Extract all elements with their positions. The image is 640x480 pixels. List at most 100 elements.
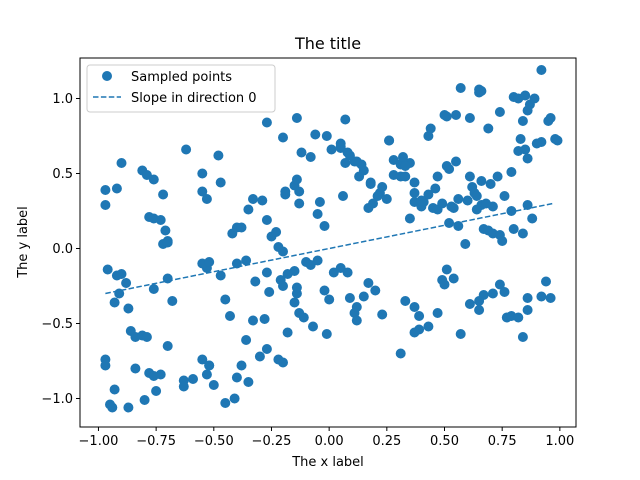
data-point: [116, 158, 127, 168]
data-point: [527, 213, 538, 224]
data-point: [160, 225, 171, 236]
data-point: [261, 117, 272, 128]
data-point: [416, 195, 427, 206]
data-point: [400, 171, 411, 182]
data-point: [437, 198, 448, 209]
data-point: [432, 171, 443, 182]
data-point: [432, 308, 443, 318]
data-point: [123, 303, 134, 314]
data-point: [241, 255, 252, 266]
data-point: [351, 315, 362, 326]
y-tick-label: 0.5: [52, 167, 73, 182]
x-tick-label: −1.00: [79, 434, 119, 449]
data-point: [271, 227, 282, 237]
x-tick-label: 1.00: [545, 434, 574, 449]
data-point: [111, 183, 122, 194]
y-tick-label: −0.5: [41, 317, 73, 332]
data-point: [499, 287, 510, 297]
y-tick-label: 0.0: [52, 242, 73, 257]
data-point: [517, 332, 528, 342]
data-point: [453, 194, 464, 204]
data-point: [517, 116, 528, 126]
data-point: [123, 402, 134, 413]
data-point: [517, 228, 528, 239]
data-point: [107, 402, 118, 413]
data-point: [100, 360, 111, 371]
data-point: [310, 129, 321, 140]
data-point: [338, 191, 348, 201]
data-point: [289, 297, 300, 308]
data-point: [291, 282, 302, 293]
data-point: [494, 279, 505, 290]
data-point: [201, 194, 212, 204]
data-point: [508, 224, 519, 234]
data-point: [243, 204, 254, 215]
data-point: [204, 257, 215, 267]
x-axis-label: The x label: [291, 455, 364, 470]
data-point: [474, 296, 485, 306]
data-point: [344, 293, 355, 303]
data-point: [259, 314, 270, 324]
data-point: [197, 186, 208, 197]
data-point: [351, 302, 362, 312]
data-point: [414, 311, 425, 321]
data-point: [162, 237, 173, 248]
data-point: [531, 138, 542, 149]
data-point: [298, 312, 309, 323]
data-point: [264, 287, 275, 297]
data-point: [282, 327, 293, 338]
data-point: [141, 332, 152, 342]
data-point: [522, 105, 533, 116]
data-point: [344, 150, 355, 161]
data-point: [121, 278, 132, 288]
data-point: [319, 285, 330, 296]
x-tick-label: 0.50: [430, 434, 459, 449]
data-point: [312, 255, 323, 266]
data-point: [321, 329, 332, 339]
data-point: [400, 296, 411, 306]
data-point: [550, 134, 561, 144]
data-point: [100, 200, 111, 210]
data-point: [455, 83, 466, 93]
data-point: [499, 191, 510, 201]
x-tick-label: −0.50: [194, 434, 234, 449]
data-point: [109, 384, 120, 395]
data-point: [155, 369, 166, 380]
data-point: [444, 218, 455, 228]
x-tick-label: −0.25: [252, 434, 292, 449]
plot-frame: [79, 57, 577, 428]
data-point: [312, 209, 323, 219]
data-point: [250, 276, 261, 287]
data-point: [370, 285, 381, 296]
data-point: [248, 315, 258, 326]
data-point: [497, 236, 508, 246]
legend-marker-points: [102, 71, 112, 81]
chart-title: The title: [294, 34, 361, 53]
data-point: [280, 189, 291, 200]
data-point: [363, 278, 374, 288]
data-point: [261, 267, 272, 278]
data-point: [208, 380, 219, 390]
data-point: [308, 321, 318, 332]
data-point: [423, 131, 434, 141]
data-point: [536, 65, 547, 75]
data-point: [102, 264, 113, 275]
data-point: [158, 189, 169, 200]
data-point: [220, 294, 231, 305]
data-point: [151, 386, 162, 396]
data-point: [451, 156, 461, 167]
data-point: [409, 302, 420, 312]
line-layer: [105, 202, 554, 295]
data-point: [351, 156, 362, 167]
data-point: [363, 203, 374, 213]
x-tick-label: 0.75: [488, 434, 517, 449]
data-point: [494, 107, 505, 117]
data-point: [430, 183, 441, 194]
data-point: [130, 363, 141, 374]
data-point: [162, 341, 173, 351]
data-point: [197, 354, 208, 365]
data-point: [522, 305, 533, 315]
x-tick-label: 0.00: [315, 434, 344, 449]
y-tick-label: −1.0: [41, 392, 73, 407]
data-point: [536, 291, 547, 302]
